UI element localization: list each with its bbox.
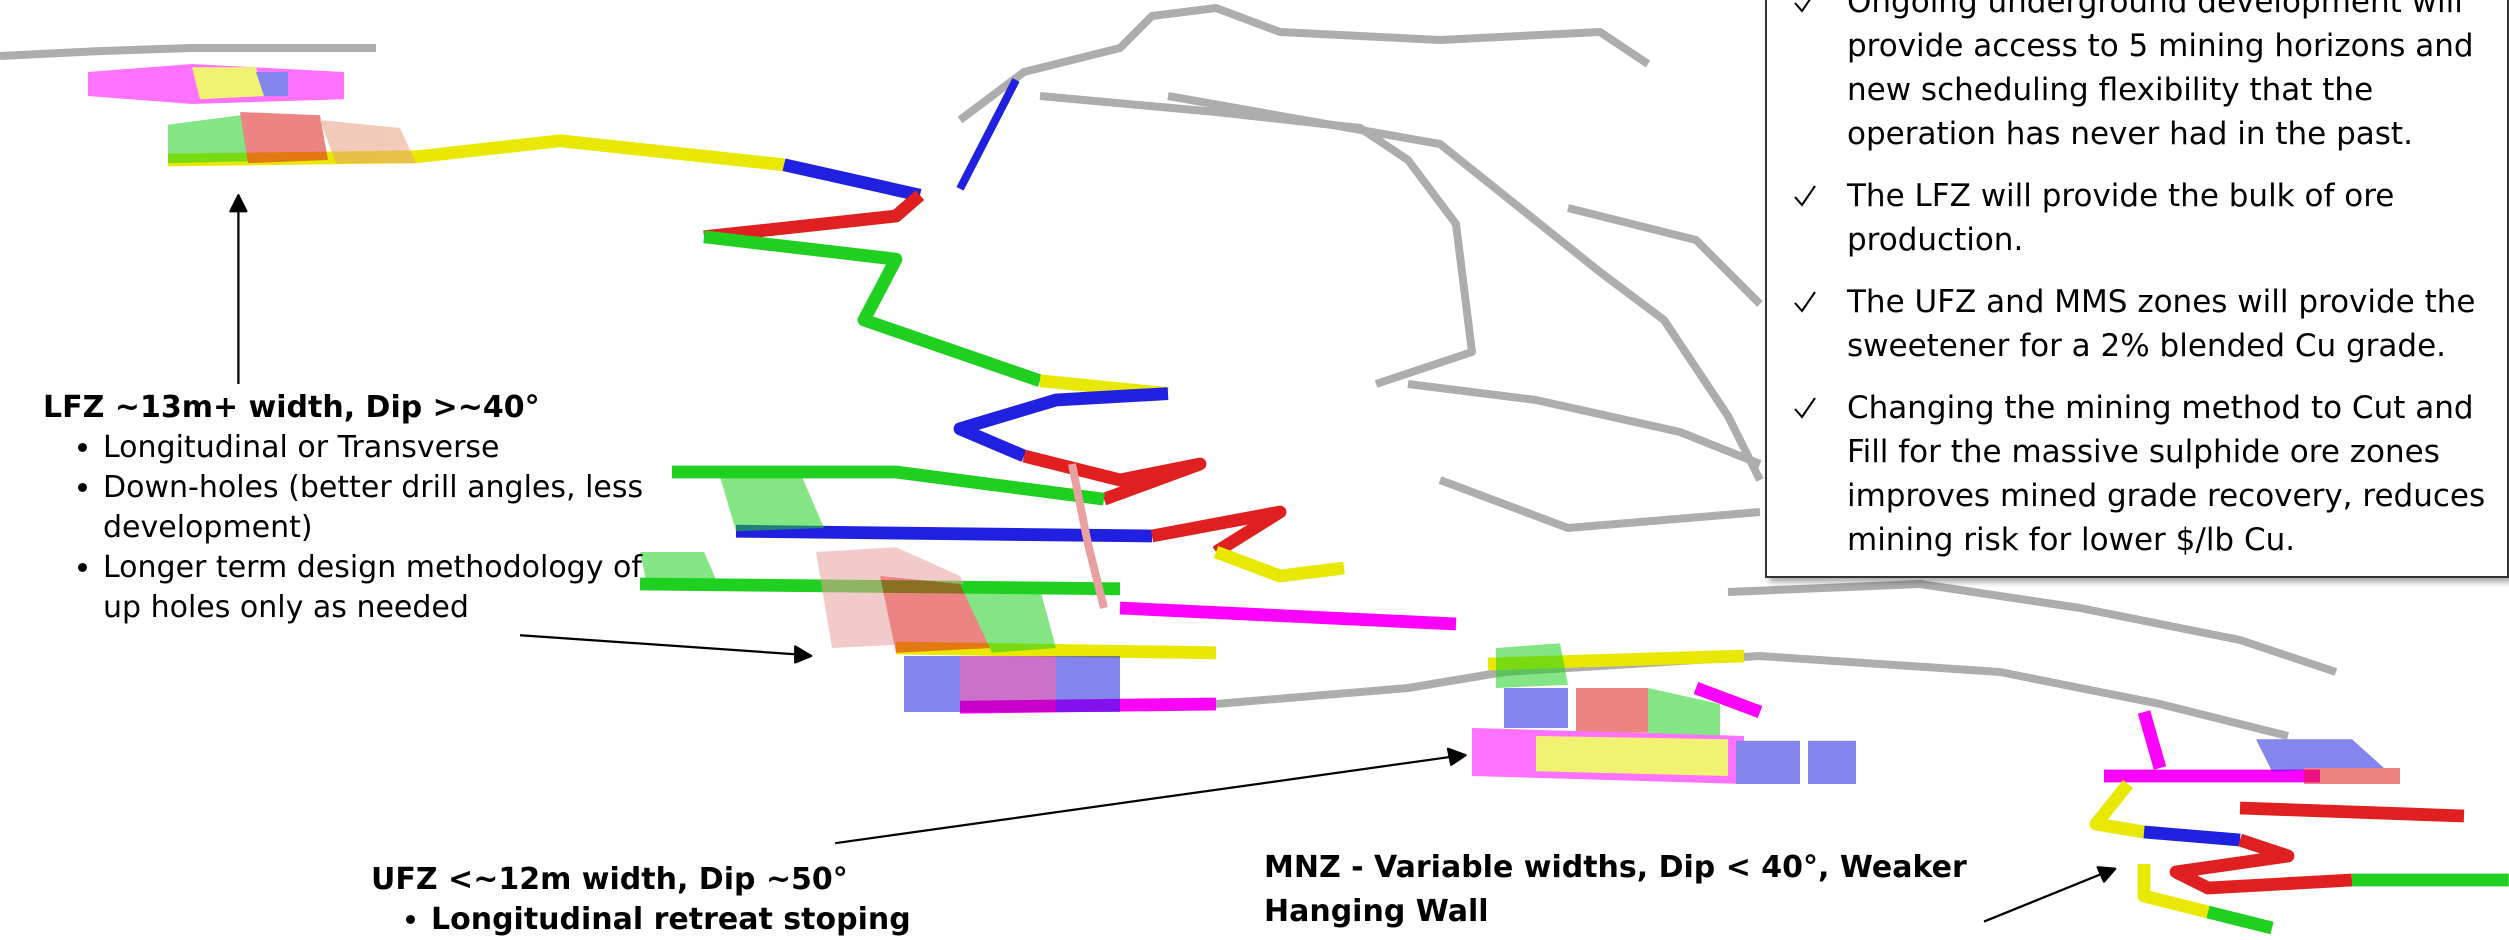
summary-list: Ongoing underground development will pro…: [1767, 0, 2507, 562]
summary-item: The UFZ and MMS zones will provide the s…: [1767, 280, 2493, 368]
mnz-heading: MNZ - Variable widths, Dip < 40°, Weaker…: [1264, 846, 2064, 934]
summary-item: The LFZ will provide the bulk of ore pro…: [1767, 174, 2493, 262]
lfz-bullet: Down-holes (better drill angles, less de…: [103, 468, 683, 548]
ufz-bullet: Longitudinal retreat stoping: [431, 900, 1071, 940]
check-icon: [1793, 0, 1817, 14]
ufz-heading: UFZ <~12m width, Dip ~50°: [371, 860, 1071, 900]
summary-text: Changing the mining method to Cut and Fi…: [1847, 390, 2485, 558]
summary-box: Ongoing underground development will pro…: [1765, 0, 2509, 578]
lfz-bullet: Longitudinal or Transverse: [103, 428, 683, 468]
check-icon: [1793, 290, 1817, 314]
mnz-notes: MNZ - Variable widths, Dip < 40°, Weaker…: [1264, 846, 2064, 934]
lfz-list: Longitudinal or Transverse Down-holes (b…: [43, 428, 683, 628]
ufz-notes: UFZ <~12m width, Dip ~50° Longitudinal r…: [371, 860, 1071, 940]
summary-item: Ongoing underground development will pro…: [1767, 0, 2493, 156]
summary-text: The UFZ and MMS zones will provide the s…: [1847, 284, 2475, 364]
lfz-heading: LFZ ~13m+ width, Dip >~40°: [43, 388, 683, 428]
summary-item: Changing the mining method to Cut and Fi…: [1767, 386, 2493, 562]
ufz-list: Longitudinal retreat stoping: [371, 900, 1071, 940]
lfz-bullet: Longer term design methodology of up hol…: [103, 548, 683, 628]
check-icon: [1793, 396, 1817, 420]
summary-text: Ongoing underground development will pro…: [1847, 0, 2474, 152]
lfz-notes: LFZ ~13m+ width, Dip >~40° Longitudinal …: [43, 388, 683, 628]
check-icon: [1793, 184, 1817, 208]
summary-text: The LFZ will provide the bulk of ore pro…: [1847, 178, 2394, 258]
slide: LFZ ~13m+ width, Dip >~40° Longitudinal …: [0, 0, 2509, 937]
